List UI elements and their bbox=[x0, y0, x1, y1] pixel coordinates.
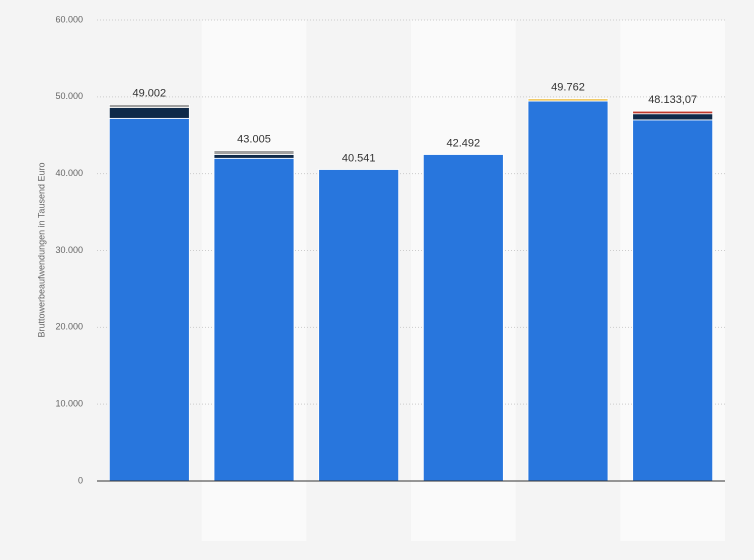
data-label: 49.002 bbox=[133, 87, 167, 99]
bar-segment bbox=[422, 154, 504, 482]
bar-segment bbox=[213, 150, 295, 155]
y-tick-label: 40.000 bbox=[55, 168, 83, 178]
bar-segment bbox=[632, 113, 714, 121]
bar-segment bbox=[213, 154, 295, 159]
data-label: 49.762 bbox=[551, 82, 585, 94]
data-label: 43.005 bbox=[237, 133, 271, 145]
bar-segment bbox=[318, 169, 400, 482]
y-tick-label: 10.000 bbox=[55, 399, 83, 409]
data-label: 40.541 bbox=[342, 152, 376, 164]
bar-segment bbox=[632, 110, 714, 115]
y-tick-label: 30.000 bbox=[55, 245, 83, 255]
data-label: 48.133,07 bbox=[648, 94, 697, 106]
y-tick-label: 50.000 bbox=[55, 91, 83, 101]
y-tick-label: 0 bbox=[78, 475, 83, 485]
bar-segment bbox=[213, 157, 295, 482]
data-label: 42.492 bbox=[447, 137, 481, 149]
bar-segment bbox=[108, 107, 190, 119]
y-tick-label: 60.000 bbox=[55, 14, 83, 24]
y-tick-label: 20.000 bbox=[55, 322, 83, 332]
bar-segment bbox=[108, 117, 190, 482]
bar-segment bbox=[527, 100, 609, 482]
bar-segment bbox=[632, 119, 714, 482]
y-axis-label: Bruttowerbeaufwendungen in Tausend Euro bbox=[36, 163, 46, 338]
bar-segment bbox=[108, 104, 190, 108]
bar-segment bbox=[527, 98, 609, 102]
